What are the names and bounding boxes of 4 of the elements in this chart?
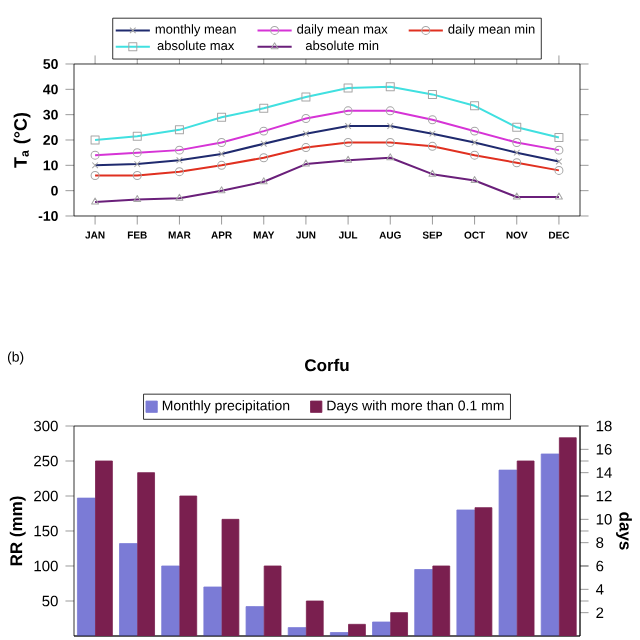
y2-axis-title: days [616, 512, 632, 550]
chart-title: Corfu [305, 358, 349, 372]
y-axis-title: RR (mm) [9, 496, 26, 566]
y-axis-title: T$_{a}$ (°C) [13, 112, 31, 168]
